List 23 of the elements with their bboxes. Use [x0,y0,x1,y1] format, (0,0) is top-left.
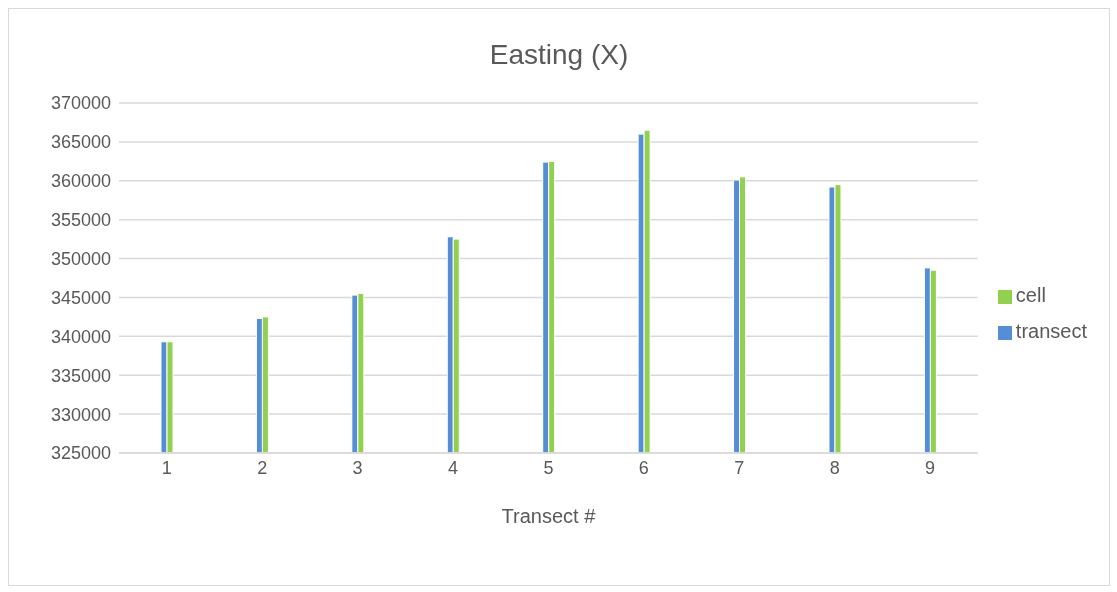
x-tick-label: 3 [352,457,363,478]
y-tick-label: 350000 [50,248,111,269]
y-tick-label: 340000 [50,326,111,347]
y-tick-label: 365000 [50,132,111,153]
x-tick-label: 9 [925,457,936,478]
x-tick-label: 6 [638,457,649,478]
x-tick-label: 8 [829,457,840,478]
x-tick-label: 1 [161,457,172,478]
x-axis-title: Transect # [501,505,597,527]
y-tick-label: 325000 [50,443,111,464]
x-tick-label: 7 [734,457,745,478]
y-tick-label: 330000 [50,404,111,425]
legend-label: transect [1015,320,1087,342]
legend-label: cell [1015,284,1046,306]
y-tick-label: 360000 [50,171,111,192]
y-tick-label: 345000 [50,287,111,308]
x-tick-label: 5 [543,457,554,478]
y-tick-label: 370000 [50,93,111,114]
y-tick-label: 355000 [50,210,111,231]
chart-title: Easting (X) [488,38,630,72]
x-tick-label: 4 [447,457,458,478]
y-tick-label: 335000 [50,365,111,386]
x-tick-label: 2 [257,457,268,478]
